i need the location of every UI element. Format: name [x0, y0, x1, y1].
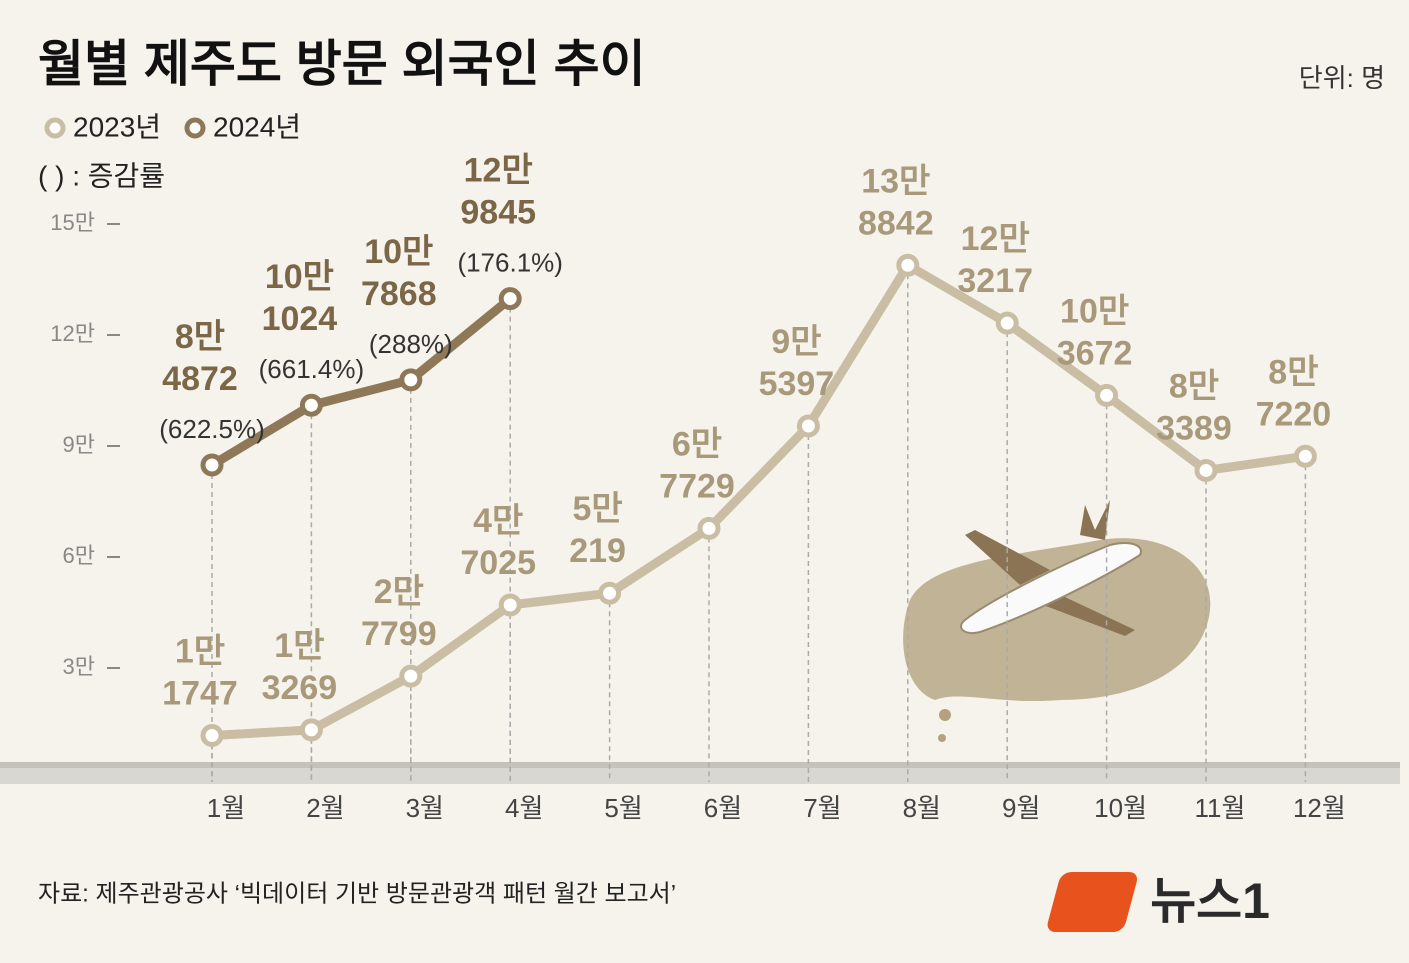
point: [498, 593, 522, 617]
value-label: 8만: [1268, 353, 1318, 391]
point: [697, 516, 721, 540]
value-label: 4872: [162, 360, 238, 398]
value-label: 6만: [672, 425, 722, 463]
x-tick-label: 3월: [406, 793, 444, 823]
value-label: 7799: [361, 615, 437, 653]
point: [896, 253, 920, 277]
point: [1194, 458, 1218, 482]
point: [995, 311, 1019, 335]
value-label: 219: [569, 532, 626, 570]
source: 자료: 제주관광공사 ‘빅데이터 기반 방문관광객 패턴 월간 보고서’: [38, 880, 676, 907]
value-label: 9845: [460, 194, 536, 232]
point: [200, 453, 224, 477]
value-label: 3672: [1057, 334, 1133, 372]
value-label: 1747: [162, 675, 238, 713]
growth-label: (176.1%): [457, 247, 563, 277]
y-tick-label: 3만: [63, 654, 95, 679]
point: [200, 724, 224, 748]
illustration: [903, 500, 1211, 742]
y-tick-label: 9만: [63, 432, 95, 457]
note: ( ) : 증감률: [38, 160, 165, 191]
floor-edge: [0, 762, 1400, 768]
x-tick-label: 11월: [1195, 793, 1246, 823]
value-label: 3217: [957, 262, 1033, 300]
value-label: 4만: [473, 502, 523, 540]
value-label: 1만: [175, 633, 225, 671]
value-label: 10만: [1060, 292, 1129, 330]
point: [1095, 383, 1119, 407]
value-label: 10만: [364, 233, 433, 271]
growth-label: (288%): [369, 329, 453, 359]
x-tick-label: 10월: [1094, 793, 1147, 823]
value-label: 13만: [861, 162, 930, 200]
point: [399, 664, 423, 688]
x-tick-label: 2월: [306, 793, 344, 823]
value-label: 9만: [771, 323, 821, 361]
point: [299, 393, 323, 417]
value-label: 12만: [961, 220, 1030, 258]
point: [399, 368, 423, 392]
value-label: 8만: [175, 318, 225, 356]
x-tick-label: 4월: [505, 793, 543, 823]
value-label: 1024: [262, 300, 338, 338]
value-label: 7025: [460, 544, 536, 582]
point: [498, 287, 522, 311]
x-tick-label: 7월: [803, 793, 841, 823]
point: [1293, 444, 1317, 468]
logo: 뉴스1: [1047, 872, 1270, 932]
x-tick-label: 1월: [207, 793, 245, 823]
x-tick-label: 8월: [903, 793, 941, 823]
value-label: 3389: [1156, 409, 1232, 447]
value-label: 7868: [361, 275, 437, 313]
value-label: 8만: [1169, 367, 1219, 405]
value-label: 3269: [262, 669, 338, 707]
unit-label: 단위: 명: [1299, 63, 1385, 93]
y-tick-label: 15만: [50, 210, 95, 235]
point: [796, 414, 820, 438]
series-line: [209, 295, 514, 469]
legend-label: 2023년: [73, 111, 161, 142]
x-tick-label: 5월: [604, 793, 642, 823]
legend-marker: [44, 117, 66, 139]
logo-text: 뉴스1: [1150, 873, 1270, 929]
value-label: 5만: [572, 490, 622, 528]
value-label: 7729: [659, 467, 735, 505]
point: [299, 718, 323, 742]
value-label: 2만: [374, 573, 424, 611]
x-tick-label: 9월: [1002, 793, 1040, 823]
value-label: 5397: [759, 365, 835, 403]
y-tick-label: 6만: [63, 543, 95, 568]
value-label: 8842: [858, 204, 934, 242]
value-label: 10만: [265, 258, 334, 296]
series-line: [211, 260, 1307, 741]
value-label: 12만: [464, 152, 533, 190]
value-label: 1만: [274, 627, 324, 665]
growth-label: (661.4%): [259, 354, 365, 384]
legend-label: 2024년: [213, 111, 301, 142]
chart-title: 월별 제주도 방문 외국인 추이: [38, 36, 646, 92]
legend-marker: [184, 117, 206, 139]
x-tick-label: 12월: [1293, 793, 1346, 823]
value-label: 7220: [1256, 395, 1332, 433]
x-tick-label: 6월: [704, 793, 742, 823]
point: [598, 581, 622, 605]
y-tick-label: 12만: [50, 321, 95, 346]
growth-label: (622.5%): [159, 414, 265, 444]
